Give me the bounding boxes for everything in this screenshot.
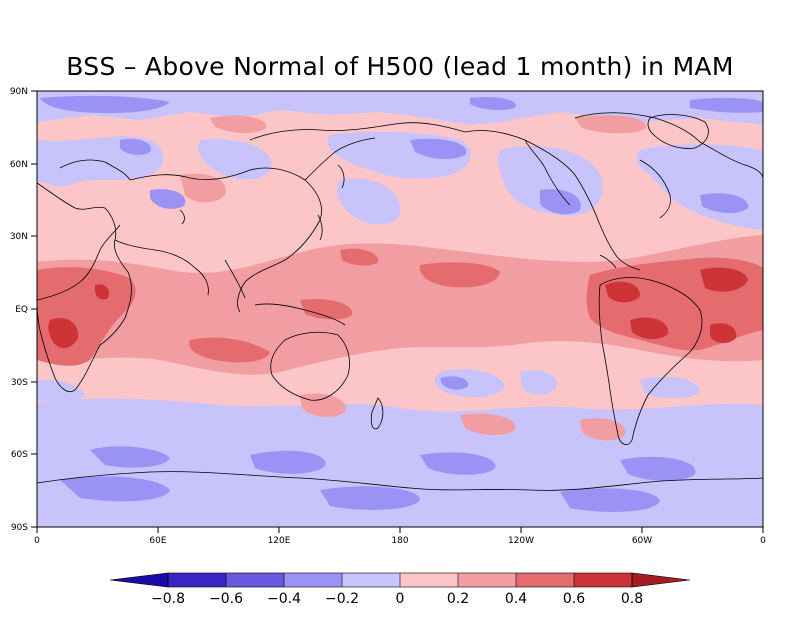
colorbar-label: 0.6 (563, 591, 585, 607)
lon-label-120w: 120W (508, 536, 534, 546)
colorbar-label: 0.2 (447, 591, 469, 607)
lon-label-120e: 120E (268, 536, 291, 546)
lon-label-0-right: 0 (760, 536, 766, 546)
colorbar: −0.8 −0.6 −0.4 −0.2 0 0.2 0.4 0.6 0.8 (109, 572, 691, 607)
lon-label-60e: 60E (149, 536, 166, 546)
lat-label-60n: 60N (10, 160, 28, 170)
lat-ticks (31, 90, 37, 528)
lat-label-30n: 30N (10, 232, 28, 242)
map-frame (37, 91, 763, 527)
colorbar-segment (226, 573, 284, 587)
lat-label-30s: 30S (11, 378, 28, 388)
colorbar-segment (168, 573, 226, 587)
map-title: BSS – Above Normal of H500 (lead 1 month… (66, 52, 734, 81)
colorbar-segment (400, 573, 458, 587)
moderate-negative-regions (40, 95, 763, 512)
coastlines (37, 112, 763, 491)
colorbar-segment (458, 573, 516, 587)
colorbar-label: 0.8 (621, 591, 643, 607)
strong-positive-regions (48, 267, 748, 349)
lon-label-180: 180 (391, 536, 408, 546)
colorbar-label: 0 (396, 591, 405, 607)
lat-label-90n: 90N (10, 87, 28, 97)
colorbar-label: −0.4 (267, 591, 301, 607)
lon-ticks (36, 527, 764, 533)
lat-label-90s: 90S (11, 523, 28, 533)
colorbar-min-arrow (110, 573, 168, 587)
colorbar-segment (574, 573, 632, 587)
lon-label-60w: 60W (632, 536, 652, 546)
lat-label-60s: 60S (11, 450, 28, 460)
colorbar-max-arrow (632, 573, 690, 587)
lon-labels: 0 60E 120E 180 120W 60W 0 (34, 536, 766, 546)
colorbar-segment (516, 573, 574, 587)
colorbar-segment (284, 573, 342, 587)
lat-labels: 90N 60N 30N EQ 30S 60S 90S (10, 87, 28, 533)
colorbar-label: −0.8 (151, 591, 185, 607)
colorbar-label: 0.4 (505, 591, 527, 607)
colorbar-segment (342, 573, 400, 587)
lat-label-eq: EQ (15, 305, 28, 315)
colorbar-label: −0.6 (209, 591, 243, 607)
lon-label-0-left: 0 (34, 536, 40, 546)
colorbar-label: −0.2 (325, 591, 359, 607)
